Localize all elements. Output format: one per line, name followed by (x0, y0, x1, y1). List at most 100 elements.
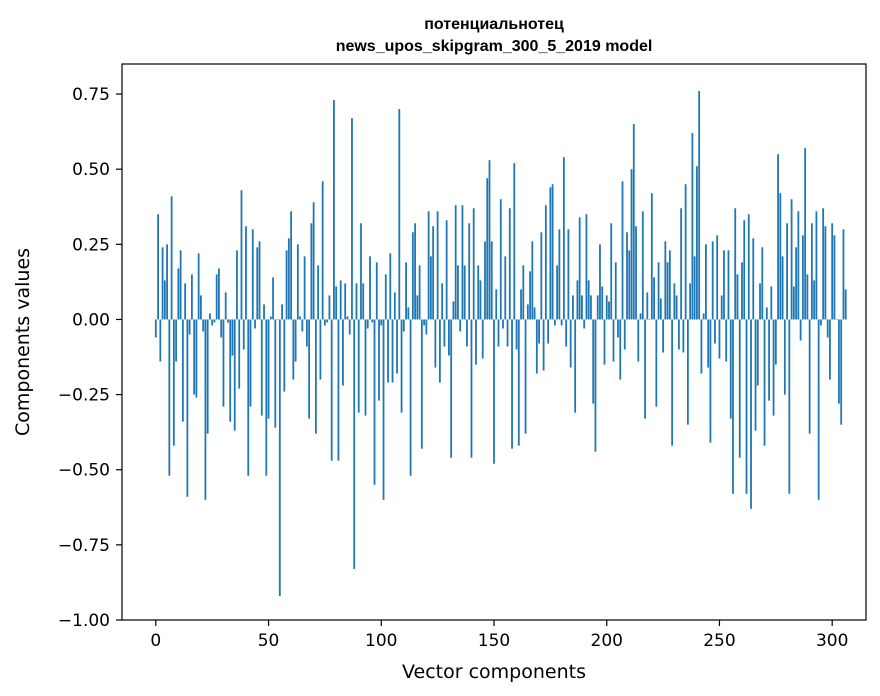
bar (215, 274, 218, 320)
bar (840, 319, 843, 425)
bar (366, 319, 369, 329)
bar (159, 319, 162, 362)
bar (551, 184, 554, 320)
bar (542, 319, 545, 371)
bar (371, 319, 374, 323)
bar (675, 295, 678, 320)
bar (409, 319, 412, 476)
bar (799, 319, 802, 341)
y-tick-label: −0.75 (58, 536, 110, 556)
bar (763, 319, 766, 446)
bar (508, 208, 511, 320)
bar (822, 208, 825, 320)
bar (299, 316, 302, 320)
bar (218, 268, 220, 320)
bar (400, 319, 403, 413)
bar (553, 319, 556, 326)
bar (727, 250, 730, 320)
bar (801, 235, 804, 320)
bar (677, 319, 680, 350)
bar (526, 304, 529, 320)
bar (650, 193, 653, 320)
bar (560, 319, 563, 326)
bar (468, 223, 471, 320)
bar (461, 205, 464, 320)
bar (161, 247, 164, 320)
bar (517, 319, 520, 446)
bar (786, 223, 788, 320)
bar (829, 319, 831, 380)
bar (154, 319, 157, 338)
bar (263, 304, 265, 320)
bar (524, 319, 527, 434)
x-tick-label: 250 (703, 631, 735, 651)
bar (168, 319, 171, 476)
bar (709, 319, 712, 443)
bar (434, 319, 437, 368)
bar (339, 280, 342, 320)
bar (179, 250, 182, 320)
bar (630, 169, 633, 320)
bar (680, 208, 683, 320)
bar (565, 319, 568, 347)
bar (497, 319, 500, 347)
bar (574, 319, 577, 413)
bar (544, 205, 547, 320)
bar (745, 319, 748, 494)
bar (287, 238, 290, 320)
bar (659, 298, 662, 320)
bar (738, 319, 741, 458)
bar (495, 289, 498, 320)
bar (831, 223, 834, 320)
x-axis-label: Vector components (402, 661, 586, 683)
bar (249, 319, 252, 407)
bar (781, 256, 784, 320)
bar (418, 265, 421, 320)
bar (666, 262, 669, 320)
bar (808, 319, 811, 434)
bar (353, 319, 356, 569)
bar (317, 265, 320, 320)
bar (612, 319, 615, 362)
bar (319, 319, 322, 380)
bar (572, 295, 574, 320)
bar (538, 319, 540, 344)
bar (493, 319, 495, 464)
bar (576, 280, 579, 320)
bar (416, 295, 419, 320)
bar (163, 280, 166, 320)
bar (804, 148, 807, 320)
bar (646, 292, 649, 320)
bar (443, 319, 446, 347)
bar (396, 319, 398, 374)
bar (662, 319, 664, 353)
bar (752, 238, 755, 320)
bar (407, 307, 410, 320)
bar (668, 250, 671, 320)
bar (522, 265, 525, 320)
bar (382, 319, 385, 500)
bar (810, 223, 813, 320)
bar (342, 319, 344, 386)
bar (628, 250, 631, 320)
bar (360, 223, 362, 320)
bar (673, 283, 676, 320)
bar (594, 319, 597, 452)
bar (380, 319, 383, 326)
bar (621, 181, 624, 320)
bar (842, 229, 845, 320)
bar (195, 319, 198, 398)
bar (705, 244, 707, 320)
bar (653, 277, 655, 320)
y-tick-label: −0.50 (58, 461, 110, 481)
bar (324, 319, 326, 326)
bar (308, 319, 311, 419)
bar (529, 271, 531, 320)
bar (278, 319, 281, 596)
bar (294, 319, 297, 362)
bar (292, 319, 295, 380)
y-tick-label: −0.25 (58, 386, 110, 406)
bar (610, 223, 613, 320)
bar (448, 319, 450, 356)
bar (639, 313, 642, 320)
